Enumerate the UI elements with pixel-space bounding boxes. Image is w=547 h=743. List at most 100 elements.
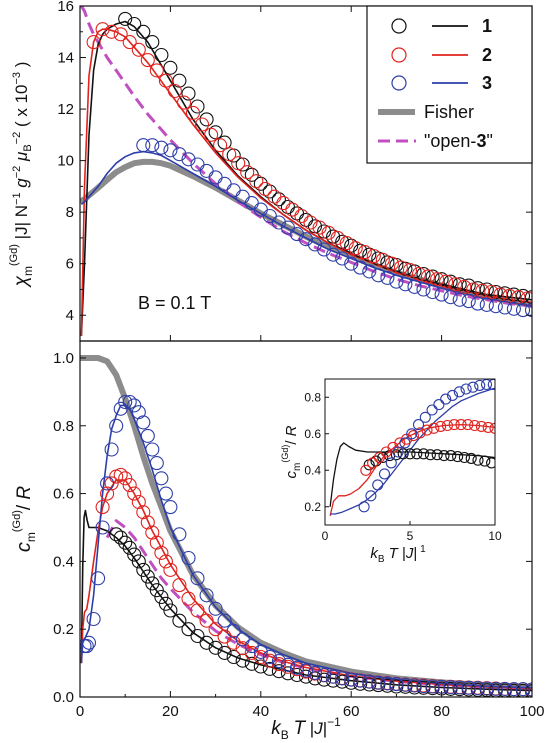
data-point-1-28 bbox=[307, 671, 323, 686]
data-point-2-10 bbox=[140, 515, 155, 530]
legend-label-open3: "open-3" bbox=[424, 131, 493, 151]
data-point-2-12 bbox=[194, 117, 210, 132]
legend-label-Fisher: Fisher bbox=[424, 102, 474, 122]
inset-xtick-label-1: 5 bbox=[407, 529, 414, 543]
top-ytick-label-4: 12 bbox=[57, 101, 74, 118]
data-point-3-3 bbox=[86, 611, 101, 627]
data-point-3-25 bbox=[362, 264, 377, 279]
data-point-3-11 bbox=[433, 399, 445, 411]
data-point-2-9 bbox=[136, 505, 151, 520]
data-point-1-9 bbox=[149, 583, 164, 598]
data-point-2-39 bbox=[439, 274, 454, 289]
data-point-2-0 bbox=[86, 35, 101, 50]
data-point-3-16 bbox=[467, 381, 479, 393]
data-point-2-31 bbox=[366, 248, 381, 264]
data-point-3-45 bbox=[389, 677, 404, 692]
data-point-1-34 bbox=[362, 677, 377, 692]
data-point-3-43 bbox=[524, 303, 532, 318]
data-point-1-33 bbox=[353, 676, 368, 691]
data-point-3-28 bbox=[235, 632, 250, 647]
data-point-2-10 bbox=[428, 422, 440, 434]
data-point-3-60 bbox=[524, 682, 532, 697]
top-ytick-label-2: 8 bbox=[66, 204, 74, 221]
data-point-2-25 bbox=[253, 649, 268, 665]
data-point-3-7 bbox=[406, 428, 418, 440]
inset-xtick-label-0: 0 bbox=[322, 529, 329, 543]
data-point-3-24 bbox=[353, 260, 368, 275]
data-point-3-5 bbox=[95, 520, 110, 535]
data-point-2-0 bbox=[360, 464, 372, 476]
data-point-2-8 bbox=[414, 427, 426, 439]
data-point-3-23 bbox=[344, 256, 359, 271]
data-point-3-27 bbox=[380, 270, 395, 285]
data-point-2-18 bbox=[482, 421, 494, 433]
data-point-3-6 bbox=[399, 437, 411, 449]
data-point-2-23 bbox=[235, 641, 250, 656]
data-point-2-1 bbox=[95, 22, 110, 37]
data-point-1-17 bbox=[208, 640, 223, 655]
data-point-2-19 bbox=[489, 422, 495, 434]
data-point-3-15 bbox=[140, 428, 155, 443]
legend-entry-2: 2 bbox=[391, 45, 492, 65]
data-point-2-41 bbox=[457, 279, 472, 294]
data-point-1-1 bbox=[113, 530, 128, 545]
data-point-3-18 bbox=[298, 232, 314, 247]
data-point-2-10 bbox=[176, 95, 192, 110]
data-point-2-3 bbox=[113, 27, 128, 42]
data-point-3-15 bbox=[460, 383, 472, 395]
bottom-xtick-label-1: 20 bbox=[162, 703, 179, 720]
data-point-1-19 bbox=[226, 649, 241, 665]
data-point-1-8 bbox=[145, 576, 160, 591]
data-point-2-16 bbox=[172, 578, 187, 593]
data-point-3-8 bbox=[109, 418, 124, 433]
data-point-1-6 bbox=[404, 448, 416, 460]
data-point-1-16 bbox=[199, 635, 214, 650]
data-point-2-2 bbox=[104, 476, 119, 491]
data-point-2-38 bbox=[430, 272, 445, 287]
data-point-2-27 bbox=[271, 657, 286, 672]
inset-x-axis-label: kB T |J| 1 bbox=[370, 544, 426, 565]
data-point-2-16 bbox=[231, 156, 246, 171]
data-point-2-32 bbox=[375, 252, 390, 267]
data-point-3-58 bbox=[506, 682, 521, 697]
data-point-2-1 bbox=[100, 486, 115, 501]
data-point-3-19 bbox=[158, 486, 173, 501]
data-point-1-31 bbox=[335, 674, 350, 689]
data-point-3-27 bbox=[226, 623, 241, 638]
data-point-3-20 bbox=[317, 242, 332, 257]
data-point-3-48 bbox=[416, 679, 431, 694]
data-point-2-16 bbox=[469, 419, 481, 432]
data-point-3-11 bbox=[122, 394, 137, 410]
data-point-2-7 bbox=[407, 430, 419, 442]
data-point-2-22 bbox=[226, 635, 241, 650]
data-point-3-32 bbox=[425, 284, 440, 300]
series-2-points bbox=[360, 419, 495, 476]
data-point-2-13 bbox=[154, 545, 169, 560]
data-point-1-3 bbox=[122, 540, 137, 555]
data-point-2-20 bbox=[208, 622, 223, 637]
data-point-3-49 bbox=[425, 679, 440, 694]
data-point-3-41 bbox=[506, 301, 521, 316]
data-point-2-15 bbox=[163, 562, 178, 577]
data-point-2-40 bbox=[448, 277, 463, 292]
data-point-2-6 bbox=[122, 478, 137, 493]
data-point-1-7 bbox=[411, 448, 423, 460]
data-point-2-12 bbox=[149, 535, 164, 550]
data-point-2-26 bbox=[262, 653, 277, 668]
data-point-3-9 bbox=[113, 401, 128, 416]
series-2-line-line bbox=[80, 479, 532, 690]
data-point-1-9 bbox=[199, 112, 214, 127]
data-point-3-33 bbox=[280, 657, 295, 672]
data-point-2-43 bbox=[475, 283, 490, 298]
data-point-3-42 bbox=[515, 303, 531, 318]
data-point-2-24 bbox=[244, 645, 259, 660]
inset-ytick-label-2: 0.6 bbox=[304, 427, 321, 441]
top-ytick-label-6: 16 bbox=[57, 0, 74, 15]
legend-marker-1 bbox=[391, 18, 407, 34]
top-y-axis-label: χm(Gd) |J| N−1 g−2 μB−2 ( x 10−3 ) bbox=[8, 62, 35, 289]
data-point-3-10 bbox=[426, 404, 438, 416]
data-point-2-25 bbox=[312, 220, 327, 235]
data-point-1-4 bbox=[127, 547, 142, 562]
data-point-1-4 bbox=[154, 47, 169, 63]
